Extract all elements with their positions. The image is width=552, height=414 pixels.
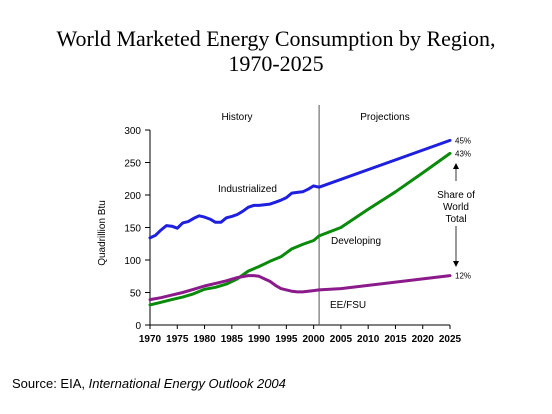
y-tick-label: 150 <box>124 224 141 235</box>
y-axis-label: Quadrillion Btu <box>97 200 108 266</box>
annotations: Quadrillion Btu History Projections 45% 43% 1… <box>97 112 475 311</box>
source-prefix: Source: EIA, <box>12 376 89 391</box>
share-arrows <box>453 163 459 267</box>
series-line-industrialized <box>148 138 452 240</box>
x-tick-label: 1995 <box>275 334 298 345</box>
y-tick-label: 300 <box>124 126 141 137</box>
share-annotation-line: World <box>443 202 469 213</box>
end-label-industrialized: 45% <box>455 136 471 145</box>
series-label-developing: Developing <box>331 236 381 247</box>
source-note: Source: EIA, International Energy Outloo… <box>12 376 286 391</box>
x-tick-label: 1990 <box>248 334 271 345</box>
y-tick-label: 0 <box>135 321 141 332</box>
x-tick-label: 2005 <box>330 334 353 345</box>
chart-title-line2: 1970-2025 <box>228 51 324 76</box>
history-label: History <box>221 112 252 123</box>
y-tick-label: 250 <box>124 159 141 170</box>
chart-title-line1: World Marketed Energy Consumption by Reg… <box>56 26 496 51</box>
x-tick-label: 1980 <box>193 334 216 345</box>
chart-title: World Marketed Energy Consumption by Reg… <box>0 26 552 76</box>
share-arrowhead-up <box>453 163 459 169</box>
x-tick-label: 2020 <box>412 334 435 345</box>
share-annotation-line: Share of <box>437 190 475 201</box>
x-tick-label: 2000 <box>303 334 326 345</box>
series-label-ee-fsu: EE/FSU <box>330 300 366 311</box>
end-label-developing: 43% <box>455 149 471 158</box>
y-tick-label: 100 <box>124 256 141 267</box>
x-tick-label: 2025 <box>439 334 462 345</box>
x-tick-label: 1985 <box>221 334 244 345</box>
series-line-ee-fsu <box>148 274 452 302</box>
share-arrowhead-down <box>453 261 459 267</box>
series-lines <box>148 138 452 307</box>
tick-labels: 0 50 100 150 200 250 300 1970 1975 1980 1985 1990 19… <box>124 126 461 345</box>
y-tick-label: 200 <box>124 191 141 202</box>
share-annotation-line: Total <box>445 214 466 225</box>
x-tick-label: 1970 <box>139 334 162 345</box>
end-label-ee-fsu: 12% <box>455 272 471 281</box>
x-tick-label: 1975 <box>166 334 189 345</box>
x-tick-label: 2010 <box>357 334 380 345</box>
series-label-industrialized: Industrialized <box>218 184 277 195</box>
y-tick-label: 50 <box>130 289 142 300</box>
axes <box>145 105 451 329</box>
source-publication: International Energy Outlook 2004 <box>88 376 286 391</box>
projections-label: Projections <box>360 112 409 123</box>
series-line-developing <box>148 151 452 307</box>
x-tick-label: 2015 <box>384 334 407 345</box>
